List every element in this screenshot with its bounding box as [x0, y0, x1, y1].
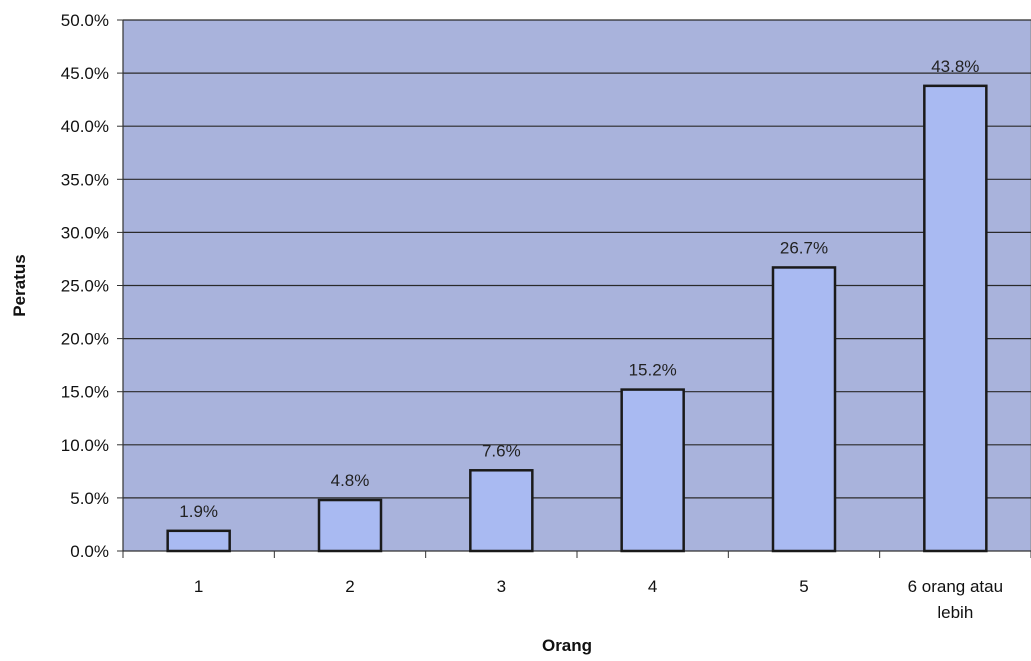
y-axis-title: Peratus: [10, 254, 29, 316]
bar-4: [620, 388, 685, 553]
data-label: 1.9%: [179, 502, 218, 521]
y-tick-label: 40.0%: [61, 117, 109, 136]
y-tick-label: 45.0%: [61, 64, 109, 83]
bar-1: [166, 529, 231, 553]
y-tick-label: 35.0%: [61, 170, 109, 189]
x-tick-label: 3: [497, 577, 506, 596]
data-label: 4.8%: [331, 471, 370, 490]
y-tick-label: 20.0%: [61, 330, 109, 349]
bars: [166, 84, 988, 553]
data-label: 15.2%: [629, 361, 677, 380]
y-tick-label: 10.0%: [61, 436, 109, 455]
y-tick-label: 30.0%: [61, 223, 109, 242]
bar-5: [771, 266, 837, 553]
x-tick-label: 2: [345, 577, 354, 596]
data-label: 7.6%: [482, 441, 521, 460]
data-label: 43.8%: [931, 57, 979, 76]
x-axis-title: Orang: [542, 636, 592, 655]
x-tick-label: 6 orang atau lebih: [908, 577, 1003, 622]
bar-2: [317, 498, 383, 553]
y-tick-label: 5.0%: [70, 489, 109, 508]
x-tick-label: 1: [194, 577, 203, 596]
axes: [117, 19, 1031, 558]
y-tick-label: 50.0%: [61, 11, 109, 30]
x-tick-label: 5: [799, 577, 808, 596]
x-tick-labels: 1 2 3 4 5 6 orang atau lebih: [194, 577, 1003, 622]
y-tick-label: 0.0%: [70, 542, 109, 561]
bar-6: [923, 84, 988, 553]
y-tick-label: 25.0%: [61, 277, 109, 296]
data-label: 26.7%: [780, 238, 828, 257]
y-tick-labels: 0.0% 5.0% 10.0% 15.0% 20.0% 25.0% 30.0% 35.0% 40…: [61, 11, 109, 561]
x-tick-label: 4: [648, 577, 657, 596]
data-labels: 1.9% 4.8% 7.6% 15.2% 26.7% 43.8%: [179, 57, 979, 521]
y-tick-label: 15.0%: [61, 383, 109, 402]
bar-3: [469, 469, 534, 553]
gridlines: [123, 19, 1031, 499]
